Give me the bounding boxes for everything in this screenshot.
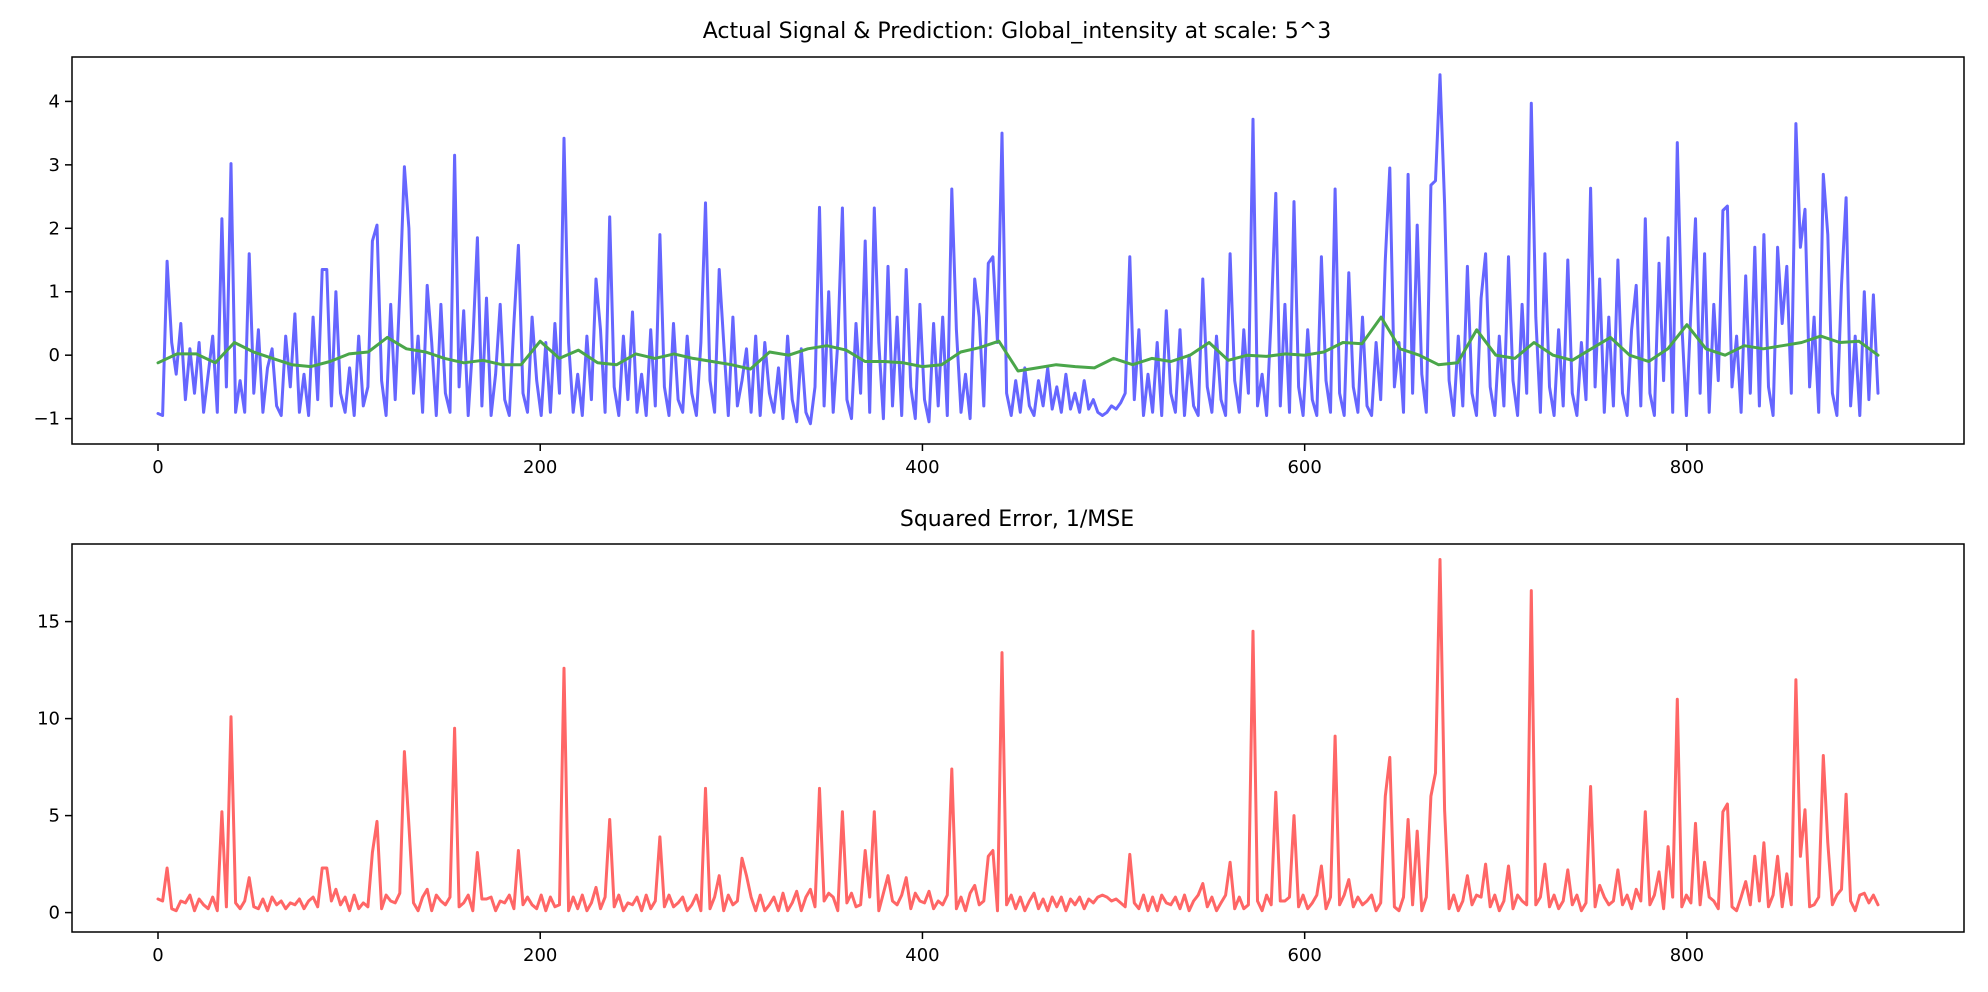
signal-y-tick-label: 2	[49, 218, 60, 239]
error-y-axis: 0 5 10 15	[37, 612, 72, 924]
error-x-tick-label: 600	[1287, 945, 1321, 966]
error-series-squared-error	[156, 558, 1880, 913]
error-x-tick-label: 200	[523, 945, 557, 966]
signal-plot-area	[156, 73, 1880, 426]
signal-y-axis: −1 0 1 2 3 4	[33, 91, 72, 430]
error-y-tick-label: 5	[49, 806, 60, 827]
signal-y-tick-label: 0	[49, 345, 60, 366]
signal-x-tick-label: 400	[905, 457, 939, 478]
error-axes-frame	[71, 543, 1965, 933]
error-y-tick-label: 15	[37, 612, 60, 633]
signal-x-tick-label: 0	[152, 457, 163, 478]
signal-axes-frame	[71, 56, 1965, 445]
signal-series-actual	[156, 73, 1880, 426]
error-x-axis: 0 200 400 600 800	[152, 932, 1704, 966]
error-x-tick-label: 800	[1670, 945, 1704, 966]
error-y-tick-label: 0	[49, 903, 60, 924]
error-x-tick-label: 400	[905, 945, 939, 966]
error-plot-area	[156, 558, 1880, 913]
signal-y-tick-label: 3	[49, 155, 60, 176]
signal-x-tick-label: 600	[1287, 457, 1321, 478]
error-y-tick-label: 10	[37, 709, 60, 730]
signal-x-axis: 0 200 400 600 800	[152, 444, 1704, 478]
signal-y-tick-label: 1	[49, 282, 60, 303]
signal-series-prediction	[156, 315, 1880, 373]
signal-x-tick-label: 200	[523, 457, 557, 478]
error-chart-title: Squared Error, 1/MSE	[900, 507, 1134, 532]
signal-x-tick-label: 800	[1670, 457, 1704, 478]
signal-prediction-panel: Actual Signal & Prediction: Global_inten…	[33, 19, 1965, 478]
squared-error-panel: Squared Error, 1/MSE 0 200 400 600 800 0 5 10 1…	[37, 507, 1965, 966]
signal-y-tick-label: 4	[49, 91, 60, 112]
signal-chart-title: Actual Signal & Prediction: Global_inten…	[703, 19, 1332, 44]
signal-y-tick-label: −1	[33, 409, 60, 430]
error-x-tick-label: 0	[152, 945, 163, 966]
